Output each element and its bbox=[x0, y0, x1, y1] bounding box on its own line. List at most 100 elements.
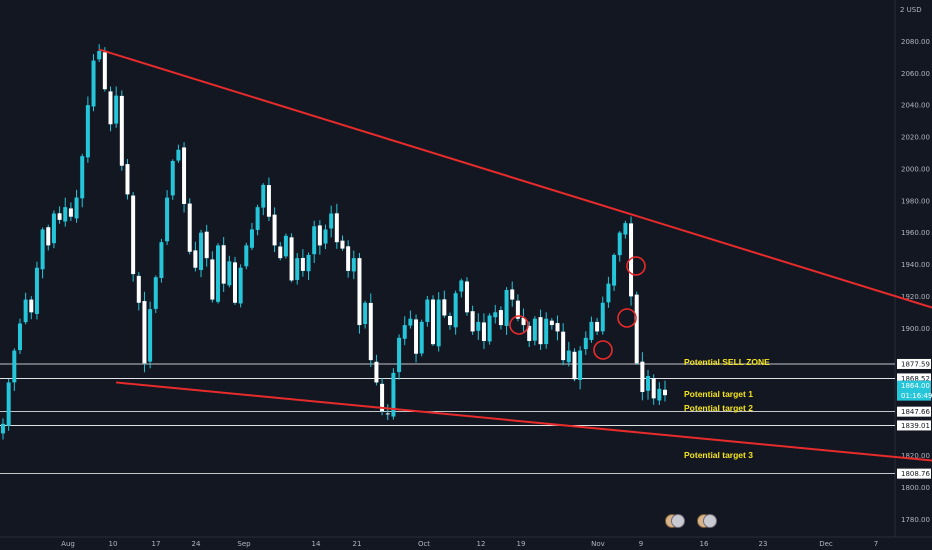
candle bbox=[408, 310, 413, 329]
event-icon[interactable] bbox=[671, 514, 685, 528]
event-icons[interactable] bbox=[665, 514, 717, 528]
candle bbox=[391, 368, 396, 420]
candle bbox=[363, 300, 368, 329]
candle bbox=[12, 348, 17, 391]
lower-trend-line[interactable] bbox=[115, 381, 932, 462]
candle bbox=[210, 251, 215, 303]
candle bbox=[80, 153, 85, 208]
x-tick-label: 14 bbox=[312, 540, 321, 548]
candle bbox=[176, 144, 181, 163]
candle bbox=[544, 312, 549, 349]
candle bbox=[340, 235, 345, 251]
x-tick-label: Nov bbox=[591, 540, 605, 548]
level-price-tag: 1877.59 bbox=[897, 358, 931, 369]
level-price-tag: 1808.76 bbox=[897, 468, 931, 479]
candle bbox=[651, 374, 656, 405]
candle bbox=[493, 304, 498, 324]
candle bbox=[527, 321, 532, 348]
x-tick-label: 17 bbox=[152, 540, 161, 548]
annotation-target-1: Potential target 1 bbox=[684, 389, 753, 399]
candle bbox=[600, 296, 605, 335]
candle bbox=[419, 319, 424, 357]
candle bbox=[470, 305, 475, 335]
candle bbox=[368, 293, 373, 367]
candle bbox=[187, 198, 192, 255]
candle bbox=[521, 308, 526, 332]
y-tick-label: 1800.00 bbox=[901, 484, 930, 492]
candle bbox=[57, 206, 62, 224]
y-tick-label: 2040.00 bbox=[901, 102, 930, 110]
y-tick-label: 1780.00 bbox=[901, 516, 930, 524]
candle bbox=[595, 317, 600, 335]
candle bbox=[646, 369, 651, 400]
candle bbox=[159, 238, 164, 283]
circle-marker bbox=[626, 256, 646, 276]
candle bbox=[108, 86, 113, 132]
y-tick-label: 2080.00 bbox=[901, 38, 930, 46]
x-tick-label: Sep bbox=[237, 540, 251, 548]
candle bbox=[583, 331, 588, 355]
candles bbox=[1, 44, 667, 440]
y-tick-label: 1920.00 bbox=[901, 293, 930, 301]
annotation-target-3: Potential target 3 bbox=[684, 450, 753, 460]
candle bbox=[504, 287, 509, 335]
candle bbox=[46, 224, 51, 251]
candle bbox=[538, 309, 543, 350]
candle bbox=[453, 290, 458, 335]
svg-text:1808.76: 1808.76 bbox=[901, 470, 930, 478]
candle bbox=[283, 233, 288, 259]
candle bbox=[385, 404, 390, 420]
candle bbox=[589, 316, 594, 343]
y-tick-label: 2060.00 bbox=[901, 70, 930, 78]
level-price-tag: 1868.52 bbox=[897, 373, 931, 384]
upper-trend-line[interactable] bbox=[98, 48, 932, 309]
candle bbox=[623, 220, 628, 239]
level-price-tag: 1847.66 bbox=[897, 406, 931, 417]
x-tick-label: 23 bbox=[759, 540, 768, 548]
event-icon[interactable] bbox=[703, 514, 717, 528]
y-tick-label: 1820.00 bbox=[901, 452, 930, 460]
time-axis[interactable]: Aug 10 17 24 Sep 14 21 Oct 12 19 Nov 9 16 23 Dec 7 bbox=[61, 540, 878, 548]
y-tick-label: 1940.00 bbox=[901, 261, 930, 269]
x-tick-label: 7 bbox=[874, 540, 878, 548]
x-tick-label: Dec bbox=[819, 540, 833, 548]
candle bbox=[306, 252, 311, 281]
trend-lines[interactable] bbox=[98, 48, 932, 462]
candle bbox=[136, 272, 141, 311]
candle bbox=[119, 90, 124, 171]
candle bbox=[170, 159, 175, 200]
circle-marker bbox=[593, 340, 613, 360]
candle bbox=[153, 275, 158, 314]
x-tick-label: 9 bbox=[639, 540, 643, 548]
candle bbox=[374, 354, 379, 386]
candle bbox=[227, 255, 232, 288]
candle bbox=[442, 290, 447, 318]
x-tick-label: 16 bbox=[700, 540, 709, 548]
price-axis[interactable]: 2080.00 2060.00 2040.00 2020.00 2000.00 1980.… bbox=[901, 38, 930, 524]
candle bbox=[498, 306, 503, 330]
candle bbox=[63, 197, 68, 227]
y-tick-label: 1980.00 bbox=[901, 197, 930, 205]
svg-text:1847.66: 1847.66 bbox=[901, 408, 930, 416]
candle bbox=[221, 237, 226, 292]
candle bbox=[634, 291, 639, 365]
candle bbox=[68, 202, 73, 221]
candle bbox=[232, 256, 237, 305]
candle bbox=[629, 216, 634, 306]
candle bbox=[481, 313, 486, 349]
price-tags: 1877.59 1868.52 1847.66 1839.01 1808.76 1864.… bbox=[897, 358, 932, 479]
svg-text:1868.52: 1868.52 bbox=[901, 375, 930, 383]
candle bbox=[125, 158, 130, 200]
annotation-target-2: Potential target 2 bbox=[684, 403, 753, 413]
candle bbox=[199, 229, 204, 278]
candle bbox=[40, 227, 45, 279]
candle bbox=[329, 205, 334, 238]
svg-text:1877.59: 1877.59 bbox=[901, 360, 930, 368]
y-tick-label: 2000.00 bbox=[901, 165, 930, 173]
candle bbox=[249, 222, 254, 251]
candle bbox=[97, 44, 102, 62]
candle bbox=[397, 334, 402, 380]
candle bbox=[74, 189, 79, 223]
candle bbox=[131, 192, 136, 282]
